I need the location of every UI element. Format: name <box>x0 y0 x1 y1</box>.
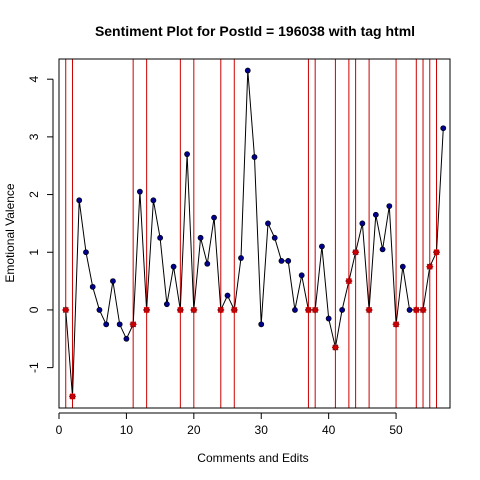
data-point <box>204 260 211 267</box>
edit-marker <box>305 306 312 314</box>
data-point <box>406 307 413 313</box>
data-point <box>89 283 96 290</box>
data-point <box>76 197 83 204</box>
edit-marker <box>62 306 70 314</box>
edit-marker <box>352 248 360 256</box>
x-tick-label: 0 <box>56 423 63 437</box>
y-tick-label: 2 <box>27 191 41 198</box>
data-point <box>298 272 305 279</box>
edit-marker <box>176 306 184 314</box>
edit-marker <box>412 306 420 314</box>
data-point <box>292 307 298 313</box>
data-point <box>184 151 190 158</box>
data-point <box>319 243 325 250</box>
edit-marker <box>331 344 339 351</box>
data-point <box>271 234 278 241</box>
y-axis: -1 0 1 2 3 4 <box>27 76 54 373</box>
y-tick-label: -1 <box>27 362 41 373</box>
edit-marker <box>190 306 198 314</box>
x-tick-label: 20 <box>187 423 201 437</box>
data-point <box>386 203 393 209</box>
data-point <box>197 234 204 241</box>
edit-marker <box>426 263 434 271</box>
plot-area <box>62 59 447 408</box>
edit-marker <box>129 320 137 328</box>
data-point <box>265 220 271 227</box>
y-tick-label: 1 <box>27 249 41 256</box>
plot-frame <box>58 58 451 409</box>
x-tick-label: 40 <box>322 423 336 437</box>
series-line <box>65 70 444 397</box>
edit-marker <box>365 306 373 314</box>
data-point <box>123 335 130 342</box>
data-point <box>379 246 386 253</box>
edit-marker <box>69 393 76 400</box>
chart-title: Sentiment Plot for PostId = 196038 with … <box>95 23 415 39</box>
edit-marker <box>345 277 353 285</box>
edit-marker <box>433 248 440 256</box>
data-point <box>83 249 89 256</box>
data-point <box>224 292 231 299</box>
data-point <box>211 214 217 221</box>
x-axis: 0 10 20 30 40 50 <box>56 412 403 437</box>
data-point <box>238 255 244 261</box>
data-point <box>372 211 379 218</box>
data-point <box>110 278 116 284</box>
data-point <box>103 321 110 328</box>
data-point <box>278 258 285 264</box>
x-tick-label: 10 <box>120 423 134 437</box>
data-point <box>285 258 292 264</box>
data-point <box>258 321 265 328</box>
data-point <box>116 321 123 328</box>
data-point <box>170 263 177 270</box>
x-axis-label: Comments and Edits <box>197 451 308 465</box>
data-point <box>359 220 366 227</box>
y-tick-label: 0 <box>27 306 41 313</box>
data-point <box>325 315 332 322</box>
data-point <box>163 301 170 308</box>
data-point <box>96 307 103 313</box>
y-tick-label: 4 <box>27 76 41 83</box>
data-point <box>399 263 406 270</box>
edit-marker <box>143 306 151 314</box>
y-tick-label: 3 <box>27 133 41 140</box>
data-point <box>339 307 346 313</box>
y-axis-label: Emotional Valence <box>3 183 17 282</box>
edit-marker <box>392 320 400 328</box>
data-point <box>157 234 164 241</box>
data-point <box>251 154 258 160</box>
edit-marker <box>311 306 319 314</box>
x-tick-label: 30 <box>255 423 269 437</box>
edit-marker <box>217 306 225 314</box>
data-point <box>150 197 157 204</box>
data-point <box>440 125 447 132</box>
edit-marker <box>230 306 238 314</box>
edit-marker <box>419 306 427 314</box>
data-point <box>244 67 251 74</box>
data-point <box>136 188 143 195</box>
x-tick-label: 50 <box>389 423 403 437</box>
